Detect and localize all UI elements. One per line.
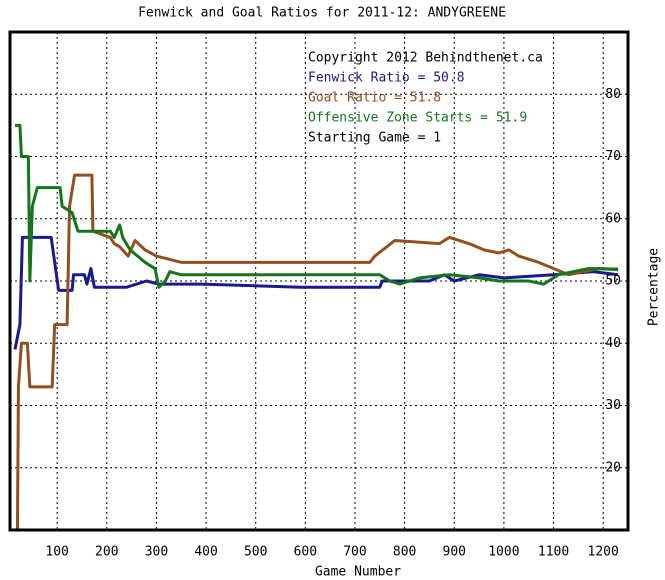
legend-entry: Fenwick Ratio = 50.8 (308, 71, 465, 86)
x-tick-label: 100 (45, 545, 68, 560)
x-tick-label: 800 (393, 545, 416, 560)
legend-entry: Goal Ratio = 51.8 (308, 91, 441, 106)
series-line (13, 235, 619, 350)
y-tick-label: 60 (605, 211, 621, 226)
x-tick-label: 300 (145, 545, 168, 560)
series-line (14, 123, 619, 289)
y-axis-label: Percentage (647, 248, 662, 326)
x-tick-label: 200 (95, 545, 118, 560)
x-tick-label: 1100 (538, 545, 569, 560)
x-tick-label: 1000 (488, 545, 519, 560)
x-tick-label: 900 (443, 545, 466, 560)
legend-entry: Offensive Zone Starts = 51.9 (308, 111, 527, 126)
x-tick-label: 500 (244, 545, 267, 560)
y-tick-label: 40 (605, 336, 621, 351)
y-tick-label: 50 (605, 274, 621, 289)
x-tick-label: 600 (294, 545, 317, 560)
lines (13, 123, 619, 531)
y-tick-label: 80 (605, 87, 621, 102)
y-tick-label: 30 (605, 398, 621, 413)
legend: Copyright 2012 Behindthenet.ca Fenwick R… (308, 51, 543, 146)
annotation: Copyright 2012 Behindthenet.ca (308, 51, 543, 66)
x-axis-label: Game Number (315, 565, 401, 580)
x-tick-label: 400 (194, 545, 217, 560)
y-tick-label: 70 (605, 149, 621, 164)
chart-title: Fenwick and Goal Ratios for 2011-12: AND… (138, 6, 506, 21)
x-tick-label: 700 (343, 545, 366, 560)
x-tick-label: 1200 (588, 545, 619, 560)
plot-frame (8, 30, 630, 532)
y-tick-label: 20 (605, 460, 621, 475)
annotation: Starting Game = 1 (308, 131, 441, 146)
series-line (15, 173, 619, 531)
